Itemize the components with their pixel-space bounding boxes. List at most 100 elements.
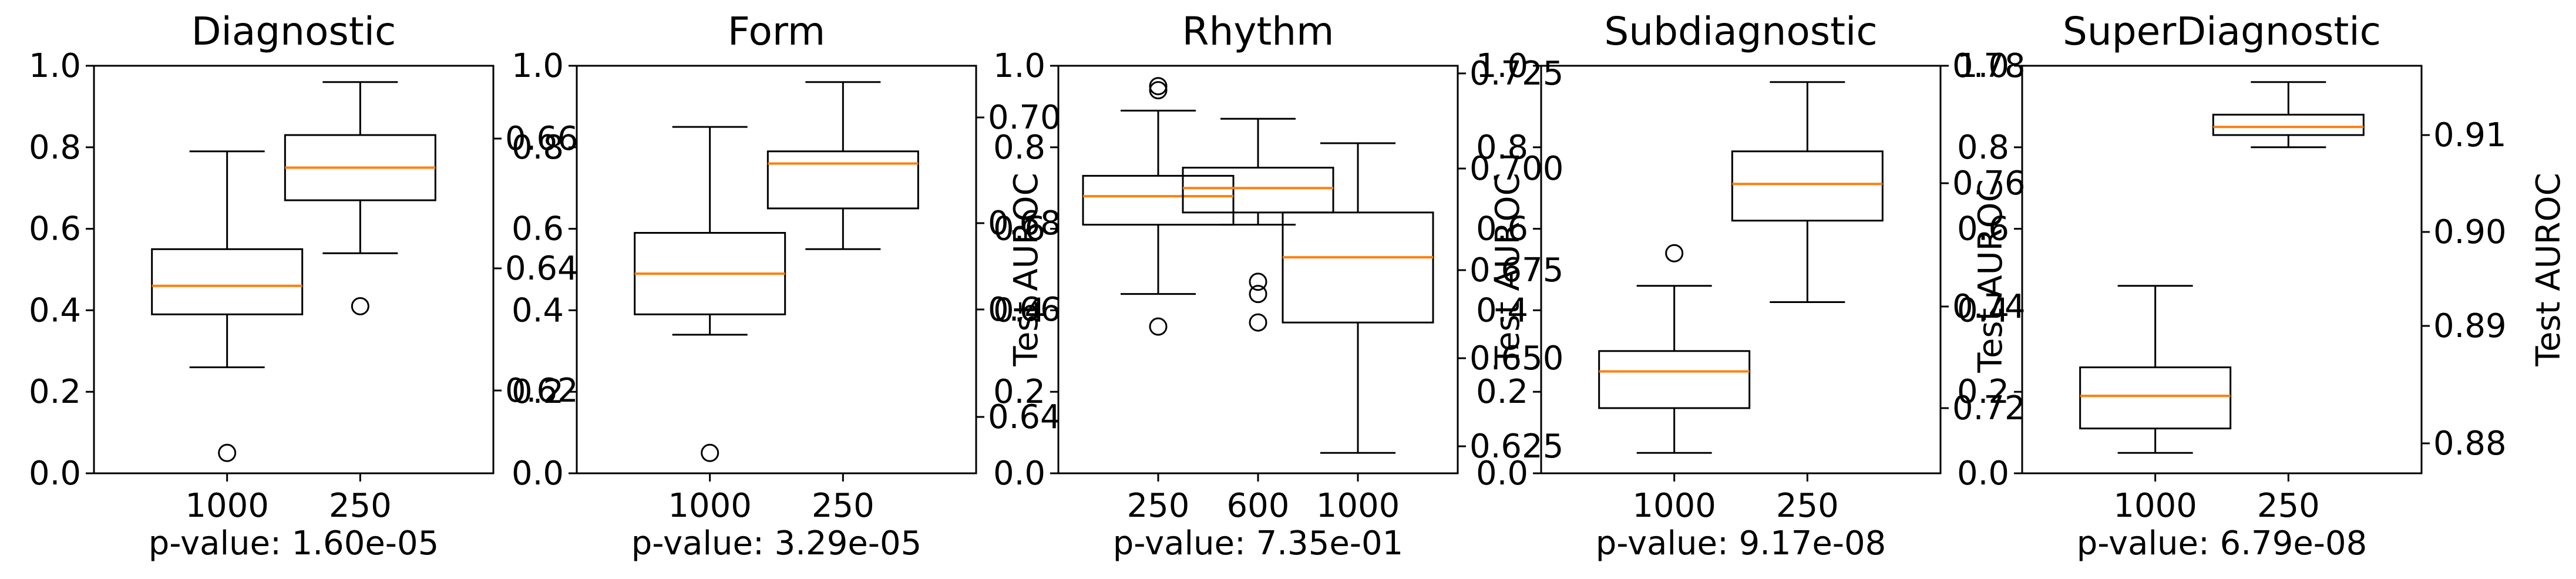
box-1000	[1598, 244, 1751, 454]
right-tick-label: 0.64	[505, 250, 579, 288]
left-tick-label: 0.8	[993, 129, 1045, 167]
x-tick-label: 600	[1227, 487, 1290, 525]
right-tick-label: 0.675	[1469, 251, 1563, 290]
p-value-label: p-value: 6.79e-08	[2077, 524, 2367, 563]
left-tick-label: 0.4	[512, 291, 564, 329]
panel-title: Form	[728, 9, 825, 54]
outlier-point	[218, 443, 237, 462]
right-axis-label: Test AUROC	[1972, 179, 2010, 373]
panel-title: Diagnostic	[191, 9, 396, 54]
right-tick-label: 0.62	[505, 372, 579, 410]
iqr-box	[151, 248, 304, 315]
box-250	[2212, 81, 2365, 149]
left-tick-label: 0.2	[993, 373, 1045, 411]
right-tick-label: 0.74	[1952, 288, 2026, 326]
left-tick-label: 1.0	[1957, 47, 2009, 85]
left-tick-label: 1.0	[993, 47, 1045, 85]
right-tick-label: 0.66	[505, 120, 579, 158]
panel-title: SuperDiagnostic	[2063, 9, 2381, 54]
x-tick-label: 1000	[1316, 487, 1400, 525]
left-tick-label: 0.4	[1476, 291, 1528, 329]
left-tick-label: 0.6	[1476, 210, 1528, 248]
p-value-label: p-value: 1.60e-05	[149, 524, 439, 563]
box-1000	[1282, 142, 1434, 454]
p-value-label: p-value: 9.17e-08	[1596, 524, 1886, 563]
iqr-box	[1731, 150, 1884, 222]
x-tick-label: 1000	[2113, 487, 2197, 525]
box-1000	[151, 150, 304, 462]
left-tick-label: 0.6	[512, 210, 564, 248]
box-250	[284, 81, 436, 315]
left-tick-label: 1.0	[29, 47, 81, 85]
outlier-point	[701, 443, 719, 462]
right-tick-label: 0.91	[2433, 116, 2507, 154]
p-value-label: p-value: 3.29e-05	[631, 524, 922, 563]
right-tick-label: 0.90	[2433, 213, 2507, 251]
iqr-box	[1082, 174, 1235, 226]
right-tick-label: 0.78	[1952, 47, 2026, 85]
outlier-point	[1249, 285, 1267, 304]
axes-frame	[93, 65, 495, 474]
right-tick-label: 0.64	[988, 398, 1061, 436]
right-tick-label: 0.89	[2433, 307, 2507, 345]
panel-subdiagnostic: Subdiagnostic0.00.20.40.60.81.00.720.740…	[1476, 9, 2026, 563]
x-tick-label: 1000	[668, 487, 752, 525]
left-tick-label: 0.8	[29, 129, 81, 167]
p-value-label: p-value: 7.35e-01	[1113, 524, 1403, 563]
right-axis-label: Test AUROC	[1007, 173, 1045, 366]
left-tick-label: 0.0	[512, 455, 564, 493]
iqr-box	[1598, 350, 1751, 409]
right-tick-label: 0.700	[1469, 150, 1563, 188]
outlier-point	[1149, 317, 1168, 336]
x-tick-label: 250	[812, 487, 875, 525]
left-tick-label: 0.0	[29, 455, 81, 493]
iqr-box	[1282, 211, 1434, 324]
box-250	[1082, 77, 1235, 336]
right-tick-label: 0.72	[1952, 389, 2026, 427]
left-tick-label: 0.0	[1957, 455, 2009, 493]
right-axis-label: Test AUROC	[1489, 173, 1527, 366]
left-tick-label: 0.8	[1476, 129, 1528, 167]
left-tick-label: 0.4	[1957, 291, 2009, 329]
iqr-box	[1182, 167, 1334, 214]
left-tick-label: 0.4	[993, 291, 1045, 329]
left-tick-label: 0.2	[512, 373, 564, 411]
outlier-point	[351, 297, 369, 315]
right-tick-label: 0.725	[1469, 55, 1563, 93]
panel-form: Form 0.0 0.2 0.4 0.6 0.8 1.0 0.64 0.66 0.68 0.70 Te…	[512, 9, 1061, 563]
x-tick-label: 1000	[185, 487, 269, 525]
panel-diagnostic: Diagnostic 0.0 0.2 0.4 0.6 0.8 1.0 0.62 0.64 0.66…	[29, 9, 579, 563]
box-1000	[634, 126, 786, 462]
right-tick-label: 0.625	[1469, 427, 1563, 466]
iqr-box	[2079, 366, 2232, 430]
right-tick-label: 0.70	[988, 99, 1061, 137]
iqr-box	[2212, 113, 2365, 136]
x-tick-label: 250	[329, 487, 392, 525]
outlier-point	[1149, 77, 1168, 96]
left-tick-label: 0.6	[1957, 210, 2009, 248]
right-tick-label: 0.88	[2433, 425, 2507, 463]
left-tick-label: 0.0	[993, 455, 1045, 493]
axes-frame	[2021, 65, 2423, 474]
outlier-point	[1249, 272, 1267, 291]
iqr-box	[766, 150, 919, 210]
axes-frame	[576, 65, 977, 474]
panel-title: Rhythm	[1182, 9, 1334, 54]
panel-superdiagnostic: SuperDiagnostic 0.0 0.2 0.4 0.6 0.8 1.0 0.88 0.8…	[1957, 9, 2568, 563]
box-250	[1731, 81, 1884, 304]
left-tick-label: 1.0	[512, 47, 564, 85]
right-tick-label: 0.68	[988, 204, 1061, 243]
outlier-point	[1665, 244, 1684, 262]
panel-title: Subdiagnostic	[1604, 9, 1877, 54]
left-tick-label: 0.0	[1476, 455, 1528, 493]
left-tick-label: 0.2	[1957, 373, 2009, 411]
right-tick-label: 0.76	[1952, 164, 2026, 203]
panel-rhythm: Rhythm0.00.20.40.60.81.00.6250.6500.6750…	[993, 9, 1563, 563]
right-tick-label: 0.66	[988, 291, 1061, 329]
axes-frame	[1540, 65, 1942, 474]
x-tick-label: 250	[1127, 487, 1190, 525]
box-250	[766, 81, 919, 250]
left-tick-label: 0.8	[512, 129, 564, 167]
left-tick-label: 1.0	[1476, 47, 1528, 85]
